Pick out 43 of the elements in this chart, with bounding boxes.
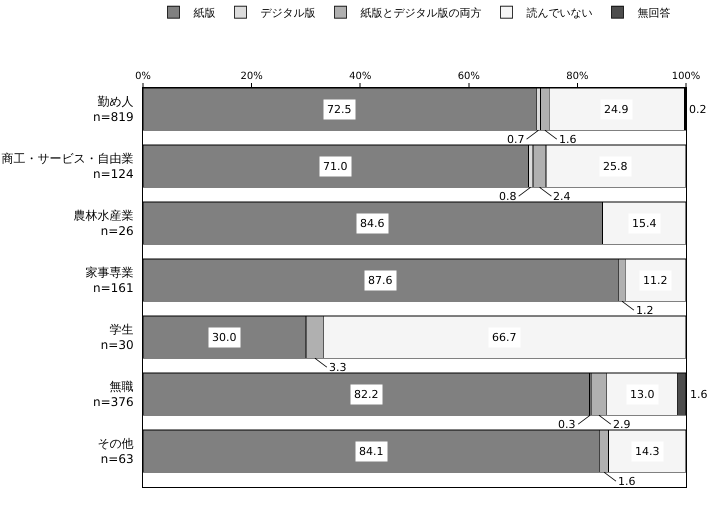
data-label: 0.2: [689, 103, 706, 116]
data-label: 84.6: [360, 217, 384, 230]
data-label: 13.0: [630, 388, 654, 401]
data-label: 82.2: [354, 388, 378, 401]
data-label: 1.6: [690, 388, 708, 401]
x-tick-label: 0%: [135, 71, 151, 82]
data-label: 1.6: [618, 475, 636, 488]
x-tick-label: 60%: [458, 71, 480, 82]
y-tick-label: 家事専業 n=161: [86, 265, 134, 296]
y-tick-label: 学生 n=30: [100, 322, 134, 352]
y-tick-label: 無職 n=376: [93, 379, 134, 410]
y-tick-label: 勤め人 n=819: [93, 94, 134, 124]
data-label: 72.5: [327, 103, 352, 116]
data-label: 87.6: [368, 274, 392, 287]
x-tick-label: 100%: [672, 71, 700, 82]
data-label: 84.1: [359, 445, 384, 458]
data-label: 15.4: [632, 217, 656, 230]
legend-label: デジタル版: [260, 6, 316, 20]
legend-label: 無回答: [638, 6, 670, 20]
data-label: 71.0: [323, 160, 348, 173]
data-label: 1.6: [559, 133, 576, 146]
data-label: 1.2: [636, 304, 654, 317]
data-label: 30.0: [212, 331, 236, 344]
x-tick-label: 80%: [566, 71, 589, 82]
y-tick-label: 商工・サービス・自由業 n=124: [2, 151, 134, 182]
data-label: 0.7: [507, 133, 524, 146]
data-label: 0.3: [558, 418, 576, 431]
legend-label: 紙版: [194, 6, 216, 20]
y-tick-label: その他 n=63: [98, 436, 134, 466]
data-label: 14.3: [635, 445, 660, 458]
data-label: 3.3: [329, 361, 346, 374]
y-tick-label: 農林水産業 n=26: [74, 208, 134, 238]
data-label: 0.8: [499, 190, 516, 203]
data-label: 24.9: [604, 103, 628, 116]
data-label: 2.9: [613, 418, 630, 431]
x-tick-label: 20%: [240, 71, 263, 82]
data-label: 11.2: [643, 274, 668, 287]
legend-label: 紙版とデジタル版の両方: [360, 6, 482, 20]
data-label: 2.4: [553, 190, 570, 203]
x-tick-label: 40%: [349, 71, 372, 82]
data-label: 66.7: [492, 331, 516, 344]
legend-label: 読んでいない: [526, 6, 592, 20]
data-label: 25.8: [603, 160, 628, 173]
